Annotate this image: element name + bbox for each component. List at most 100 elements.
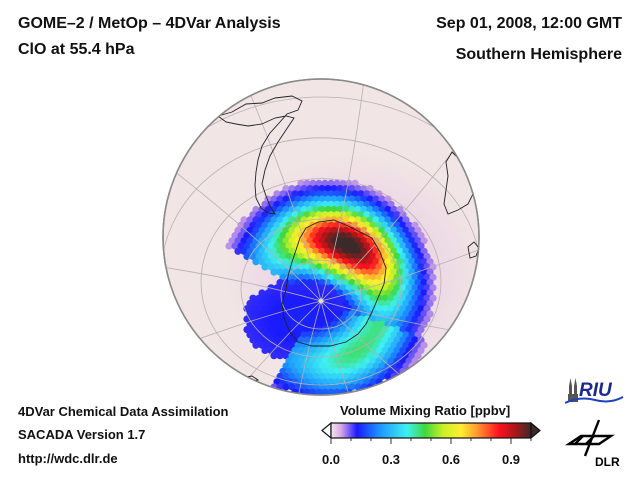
field-cell	[363, 200, 371, 208]
field-cell	[312, 205, 320, 214]
field-cell	[261, 263, 269, 271]
field-cell	[273, 378, 281, 386]
field-cell	[378, 372, 386, 381]
field-cell	[366, 289, 374, 297]
field-cell	[411, 252, 419, 261]
field-cell	[381, 221, 389, 229]
field-cell	[270, 226, 278, 234]
field-cell	[297, 200, 305, 208]
field-cell	[408, 258, 416, 266]
field-cell	[312, 372, 320, 381]
field-cell	[321, 346, 329, 354]
field-cell	[279, 346, 287, 354]
field-cell	[336, 289, 344, 297]
field-cell	[324, 195, 332, 203]
field-cell	[309, 346, 317, 354]
field-cell	[261, 211, 269, 219]
field-cell	[285, 367, 293, 375]
riu-logo: RIU	[565, 378, 624, 404]
field-cell	[309, 179, 317, 187]
field-cell	[306, 279, 314, 287]
field-cell	[360, 247, 368, 255]
field-cell	[255, 294, 263, 302]
field-cell	[426, 289, 434, 297]
field-cell	[261, 221, 269, 229]
field-cell	[303, 367, 311, 375]
field-cell	[372, 216, 380, 224]
field-cell	[309, 232, 317, 240]
field-cell	[342, 372, 350, 381]
field-cell	[342, 331, 350, 339]
field-cell	[273, 294, 281, 302]
field-cell	[291, 232, 299, 240]
field-cell	[405, 357, 413, 365]
field-cell	[402, 268, 410, 276]
field-cell	[276, 331, 284, 339]
field-cell	[291, 305, 299, 313]
field-cell	[318, 268, 326, 276]
field-cell	[417, 305, 425, 313]
field-cell	[381, 263, 389, 271]
datetime-label: Sep 01, 2008, 12:00 GMT	[436, 15, 622, 32]
field-cell	[273, 315, 281, 323]
field-cell	[366, 237, 374, 245]
field-cell	[366, 352, 374, 360]
field-cell	[270, 299, 278, 308]
field-cell	[396, 341, 404, 349]
latitude-circle	[240, 219, 402, 358]
field-cell	[273, 263, 281, 271]
field-cell	[306, 185, 314, 193]
field-cell	[270, 289, 278, 297]
field-cell	[318, 331, 326, 339]
field-cell	[267, 232, 275, 240]
field-cell	[399, 336, 407, 344]
field-cell	[252, 247, 260, 255]
field-cell	[402, 320, 410, 328]
field-cell	[405, 242, 413, 250]
field-cell	[390, 320, 398, 328]
field-cell	[249, 326, 257, 334]
field-cell	[324, 310, 332, 318]
field-cell	[372, 289, 380, 297]
field-cell	[387, 315, 395, 323]
field-cell	[393, 315, 401, 323]
field-cell	[282, 310, 290, 318]
field-cell	[369, 190, 377, 198]
field-cell	[240, 226, 248, 234]
field-cell	[261, 346, 269, 354]
field-cell	[387, 336, 395, 344]
field-cell	[285, 242, 293, 250]
field-cell	[384, 205, 392, 214]
field-cell	[306, 268, 314, 276]
field-cell	[366, 216, 374, 224]
meridian	[320, 79, 382, 302]
field-cell	[387, 367, 395, 375]
field-cell	[369, 242, 377, 250]
field-cell	[297, 357, 305, 365]
field-cell	[282, 195, 290, 203]
field-cell	[291, 367, 299, 375]
field-cell	[270, 320, 278, 328]
field-cell	[408, 279, 416, 287]
field-cell	[294, 185, 302, 193]
field-cell	[354, 258, 362, 266]
field-cell	[252, 237, 260, 245]
field-cell	[369, 326, 377, 334]
field-cell	[330, 226, 338, 234]
field-cell	[426, 310, 434, 318]
field-cell	[249, 336, 257, 344]
field-cell	[321, 336, 329, 344]
field-cell	[381, 367, 389, 375]
field-cell	[252, 310, 260, 318]
field-cell	[333, 336, 341, 344]
field-cell	[306, 383, 314, 391]
field-cell	[300, 195, 308, 203]
field-cell	[273, 252, 281, 261]
field-cell	[375, 221, 383, 229]
clo-field-layer	[225, 155, 479, 395]
field-cell	[399, 273, 407, 281]
field-cell	[366, 247, 374, 255]
footer-url-link[interactable]: http://wdc.dlr.de	[18, 451, 118, 466]
field-cell	[384, 268, 392, 276]
field-cell	[255, 305, 263, 313]
